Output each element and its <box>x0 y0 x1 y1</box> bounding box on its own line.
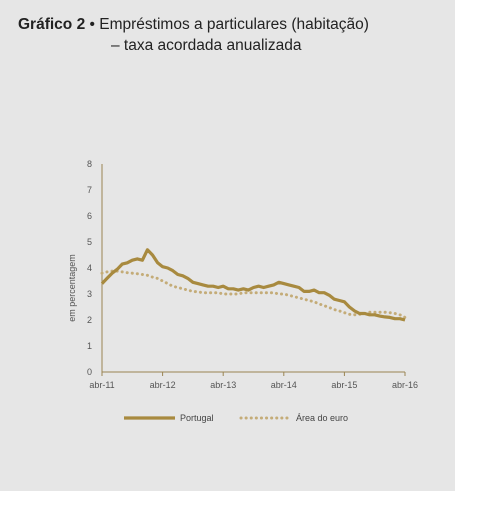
y-tick-label: 7 <box>87 185 92 195</box>
chart-number: Gráfico 2 <box>18 16 86 33</box>
chart-title: Gráfico 2 • Empréstimos a particulares (… <box>18 14 448 54</box>
y-tick-label: 5 <box>87 237 92 247</box>
y-tick-label: 2 <box>87 315 92 325</box>
legend-label-area-do-euro: Área do euro <box>296 413 348 423</box>
y-tick-label: 0 <box>87 367 92 377</box>
x-tick-label: abr-12 <box>150 380 176 390</box>
y-axis-label: em percentagem <box>67 254 77 322</box>
series-line-area-do-euro <box>100 269 407 319</box>
x-tick-label: abr-13 <box>210 380 236 390</box>
chart-panel <box>0 0 455 491</box>
x-tick-label: abr-15 <box>331 380 357 390</box>
y-tick-label: 8 <box>87 159 92 169</box>
x-tick-label: abr-16 <box>392 380 418 390</box>
title-line-2: – taxa acordada anualizada <box>111 37 302 54</box>
y-tick-label: 1 <box>87 341 92 351</box>
title-bullet: • <box>89 16 95 33</box>
y-tick-label: 4 <box>87 263 92 273</box>
y-tick-label: 6 <box>87 211 92 221</box>
x-tick-label: abr-14 <box>271 380 297 390</box>
y-tick-label: 3 <box>87 289 92 299</box>
title-line-1: Empréstimos a particulares (habitação) <box>99 16 369 33</box>
legend-label-portugal: Portugal <box>180 413 214 423</box>
legend: Portugal Área do euro <box>124 413 348 423</box>
series-line-portugal <box>100 248 406 322</box>
x-tick-label: abr-11 <box>89 380 114 390</box>
